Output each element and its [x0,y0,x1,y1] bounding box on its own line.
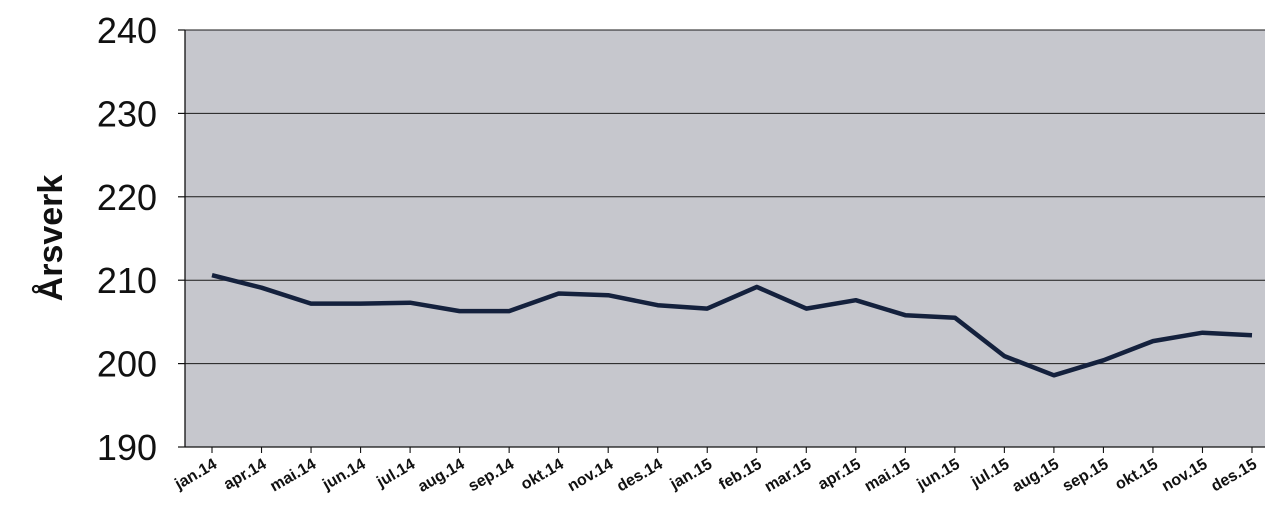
x-tick-label: sep.15 [1060,456,1112,496]
x-tick-label: nov.15 [1159,456,1210,496]
y-tick-label: 190 [97,427,157,468]
x-tick-label: nov.14 [565,456,616,496]
x-tick-label: jun.15 [913,456,962,494]
y-tick-label: 230 [97,93,157,134]
x-tick-label: jan.14 [171,456,220,494]
x-tick-label: jul.15 [968,456,1013,492]
y-tick-labels: 190 200 210 220 230 240 [97,10,157,468]
x-tick-label: des.14 [614,456,666,496]
x-tick-label: jul.14 [373,456,418,492]
y-tick-label: 200 [97,344,157,385]
x-tick-label: mai.14 [267,456,319,496]
axes [178,29,1265,453]
x-tick-label: apr.14 [221,456,270,494]
y-tick-label: 220 [97,177,157,218]
x-tick-label: des.15 [1208,456,1260,496]
plot-area [185,30,1265,447]
y-tick-label: 240 [97,10,157,51]
x-tick-label: feb.15 [716,456,765,494]
y-axis-label: Årsverk [32,175,70,302]
x-tick-label: mar.15 [762,456,815,496]
x-tick-label: sep.14 [466,456,518,496]
y-tick-label: 210 [97,260,157,301]
x-tick-label: jun.14 [319,456,368,494]
x-tick-label: aug.14 [415,456,467,496]
x-tick-label: mai.15 [862,456,914,496]
series-line [211,273,1253,378]
x-tick-label: aug.15 [1010,456,1062,496]
x-tick-label: jan.15 [667,456,716,494]
x-tick-label: apr.15 [815,456,864,494]
x-tick-label: okt.14 [518,456,567,494]
x-tick-label: okt.15 [1112,456,1161,494]
